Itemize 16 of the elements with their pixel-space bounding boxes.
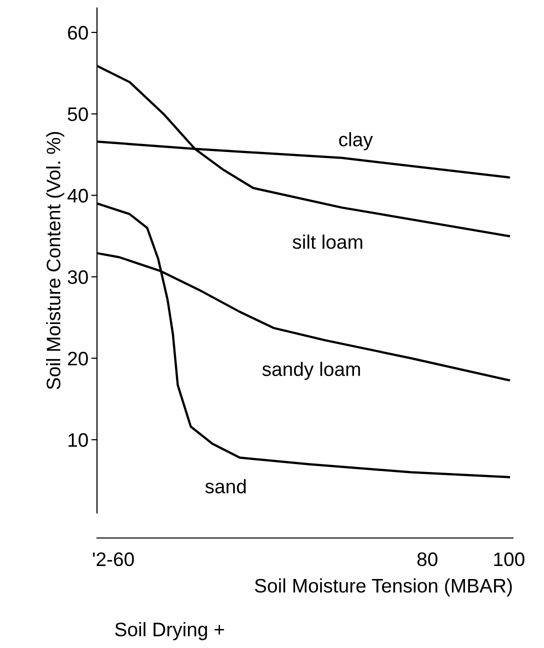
- y-tick-label: 60: [68, 26, 88, 40]
- series-label: clay: [339, 132, 373, 150]
- y-tick-label: 20: [68, 352, 88, 366]
- x-tick-label: 100: [494, 552, 524, 566]
- y-tick-label: 50: [68, 107, 88, 122]
- y-tick-label: 30: [68, 270, 88, 284]
- x-tick-label: '2-60: [92, 552, 134, 566]
- series-label: sand: [205, 479, 246, 494]
- y-tick-label: 40: [67, 188, 88, 203]
- x-tick-label: 80: [417, 552, 438, 566]
- series-label: sandy loam: [262, 362, 360, 380]
- text: Soil Drying +: [115, 622, 224, 640]
- x-axis-title: Soil Moisture Tension (MBAR): [254, 578, 512, 596]
- series-label: silt loam: [292, 234, 362, 249]
- y-tick-label: 10: [68, 433, 88, 447]
- y-axis-title: Soil Moisture Content (Vol. %): [46, 132, 64, 390]
